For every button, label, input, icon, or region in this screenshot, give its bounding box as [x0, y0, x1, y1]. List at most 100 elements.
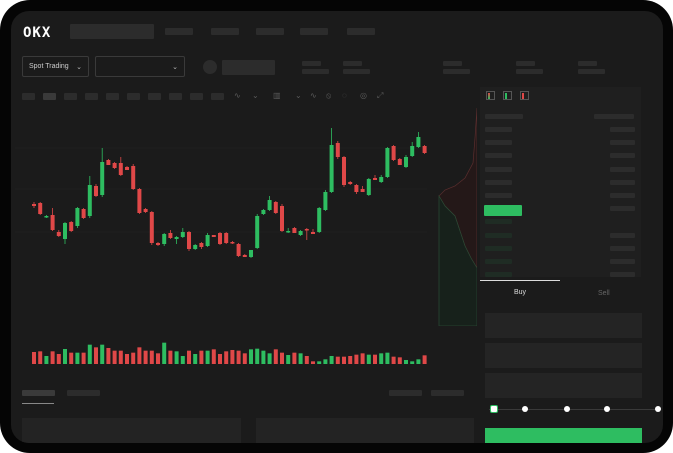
draw-icon[interactable]: ⦸: [326, 91, 332, 100]
volume-bar: [199, 350, 204, 364]
candlestick-chart[interactable]: [15, 108, 427, 374]
interval-button[interactable]: [106, 93, 119, 100]
search-placeholder[interactable]: [70, 24, 154, 39]
volume-bar: [304, 356, 309, 364]
ask-amount: [610, 193, 635, 198]
candle-body: [273, 202, 278, 213]
settings-icon[interactable]: ◎: [360, 91, 367, 100]
candle-body: [230, 242, 235, 244]
nav-item[interactable]: [256, 28, 284, 35]
bottom-tab-history[interactable]: [67, 390, 100, 396]
line-chevron-icon[interactable]: ⌄: [295, 91, 302, 100]
interval-button[interactable]: [85, 93, 98, 100]
line-icon[interactable]: ∿: [310, 91, 317, 100]
interval-button[interactable]: [148, 93, 161, 100]
snapshot-icon[interactable]: ◌: [342, 91, 347, 100]
nav-item[interactable]: [300, 28, 328, 35]
volume-bar: [50, 351, 55, 364]
nav-item[interactable]: [211, 28, 239, 35]
trading-screen: OKX Spot Trading ⌄ ⌄ Buy Sell ∿ ⌄ ▥ ⌄ ∿ ⦸ ◌ ◎ ⤢: [11, 11, 663, 443]
ask-price: [485, 166, 512, 172]
interval-button[interactable]: [190, 93, 203, 100]
depth-chart: [438, 108, 477, 326]
candle-body: [94, 186, 98, 196]
asks-only-icon[interactable]: [520, 91, 529, 100]
interval-button[interactable]: [127, 93, 140, 100]
stat-label: [343, 61, 362, 66]
slider-stop[interactable]: [655, 406, 661, 412]
bids-only-icon[interactable]: [503, 91, 512, 100]
candle-body: [422, 146, 427, 153]
price-input[interactable]: [485, 313, 642, 338]
candle-body: [131, 166, 136, 189]
indicator-icon[interactable]: ∿: [234, 91, 241, 100]
bottom-tab-open-orders[interactable]: [22, 390, 55, 396]
candle-body: [348, 182, 353, 184]
candle-body: [249, 250, 253, 257]
candle-body: [149, 212, 154, 243]
volume-bar: [236, 350, 241, 364]
ask-price: [485, 153, 512, 159]
candle-body: [218, 233, 222, 244]
both-sides-icon[interactable]: [486, 91, 495, 100]
volume-bar: [385, 352, 390, 364]
candle-body: [323, 192, 328, 210]
interval-button[interactable]: [211, 93, 224, 100]
candle-body: [410, 146, 415, 156]
slider-stop[interactable]: [604, 406, 610, 412]
stat-label: [302, 61, 321, 66]
ask-amount: [610, 140, 635, 146]
candle-body: [205, 235, 210, 246]
volume-bar: [249, 349, 253, 364]
amount-slider-track[interactable]: [489, 409, 657, 410]
volume-bar: [205, 350, 210, 364]
volume-bar: [410, 361, 415, 364]
nav-item[interactable]: [165, 28, 193, 35]
volume-bar: [373, 354, 377, 364]
chart-type-chevron-icon[interactable]: ⌄: [252, 91, 259, 100]
volume-bar: [149, 350, 154, 364]
trading-mode-dropdown[interactable]: Spot Trading ⌄: [22, 56, 89, 77]
buy-button[interactable]: [485, 428, 642, 443]
candle-body: [56, 232, 61, 236]
interval-button[interactable]: [169, 93, 182, 100]
candle-body: [44, 216, 49, 218]
candle-body: [404, 157, 408, 167]
volume-bar: [218, 354, 222, 364]
bottom-action[interactable]: [389, 390, 422, 396]
interval-icon[interactable]: ▥: [273, 91, 281, 100]
slider-stop[interactable]: [490, 405, 498, 413]
amount-input[interactable]: [485, 343, 642, 368]
interval-button[interactable]: [43, 93, 56, 100]
fullscreen-icon[interactable]: ⤢: [377, 91, 384, 100]
tab-sell[interactable]: Sell: [598, 290, 610, 297]
tab-buy[interactable]: Buy: [514, 289, 527, 296]
volume-bar: [75, 352, 80, 364]
ask-price: [485, 127, 512, 132]
total-input[interactable]: [485, 373, 642, 398]
bottom-action[interactable]: [431, 390, 464, 396]
stat-value: [302, 69, 329, 74]
volume-bar: [292, 352, 297, 364]
pair-dropdown[interactable]: ⌄: [95, 56, 185, 77]
nav-item[interactable]: [347, 28, 375, 35]
volume-bar: [168, 350, 173, 364]
interval-button[interactable]: [22, 93, 35, 100]
candle-body: [168, 233, 173, 238]
candle-body: [174, 237, 179, 239]
interval-button[interactable]: [64, 93, 77, 100]
slider-stop[interactable]: [564, 406, 570, 412]
orderbook-last-price: [484, 205, 522, 216]
bid-price: [485, 219, 512, 225]
ask-price: [485, 193, 512, 198]
okx-logo[interactable]: OKX: [23, 25, 52, 41]
stat-label: [443, 61, 462, 66]
candle-body: [373, 178, 377, 180]
bid-amount: [610, 272, 635, 278]
slider-stop[interactable]: [522, 406, 528, 412]
candle-body: [311, 232, 315, 234]
volume-bar: [242, 353, 247, 364]
candle-body: [304, 229, 309, 231]
candle-body: [385, 148, 390, 177]
coin-icon: [203, 60, 217, 74]
